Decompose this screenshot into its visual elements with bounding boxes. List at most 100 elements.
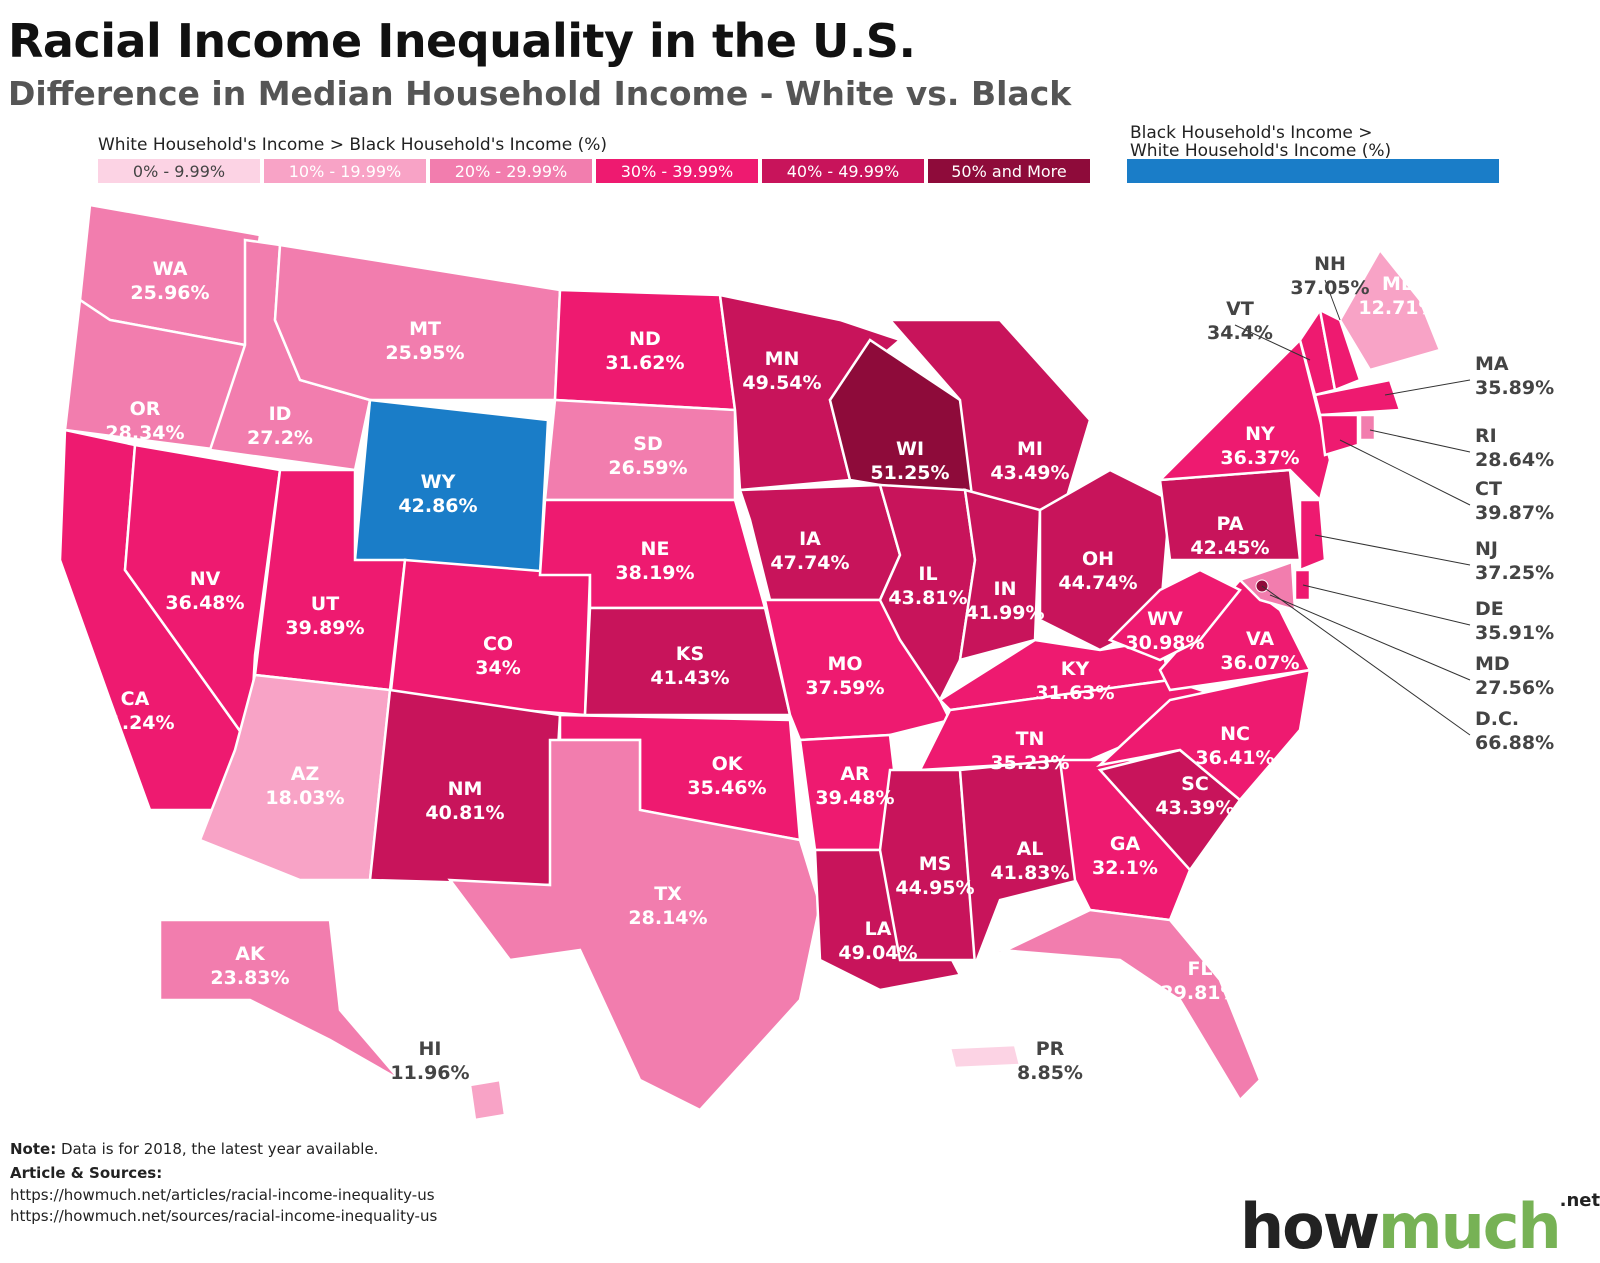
state-code-label: AK <box>235 943 266 965</box>
state-value-label: 44.95% <box>895 877 974 899</box>
page-title: Racial Income Inequality in the U.S. <box>8 14 916 68</box>
legend-black-higher-swatch <box>1127 159 1499 183</box>
state-code-label: HI <box>419 1038 442 1060</box>
state-value-label: 36.07% <box>1220 652 1299 674</box>
state-value-label: 36.48% <box>165 592 244 614</box>
state-code-label: MI <box>1017 438 1043 460</box>
state-code-label: CT <box>1475 478 1502 500</box>
state-value-label: 28.34% <box>105 422 184 444</box>
state-value-label: 35.91% <box>1475 622 1554 644</box>
state-ms <box>878 768 977 962</box>
state-value-label: 49.54% <box>742 372 821 394</box>
state-hi <box>468 1078 507 1122</box>
legend-bin: 40% - 49.99% <box>762 159 924 183</box>
state-me <box>1338 247 1442 372</box>
state-value-label: 38.19% <box>615 562 694 584</box>
state-code-label: WY <box>421 471 456 493</box>
state-value-label: 26.59% <box>608 457 687 479</box>
state-code-label: WI <box>896 438 924 460</box>
state-ct <box>1318 413 1360 457</box>
state-value-label: 41.83% <box>990 862 1069 884</box>
state-code-label: AL <box>1017 838 1044 860</box>
state-value-label: 28.14% <box>628 907 707 929</box>
state-value-label: 25.95% <box>385 342 464 364</box>
state-code-label: D.C. <box>1475 708 1519 730</box>
state-value-label: 25.96% <box>130 282 209 304</box>
state-code-label: TN <box>1016 728 1045 750</box>
state-code-label: SD <box>633 433 662 455</box>
legend-bin: 30% - 39.99% <box>596 159 758 183</box>
state-code-label: IA <box>799 528 821 550</box>
state-value-label: 40.81% <box>425 802 504 824</box>
leader-line <box>1261 585 1471 736</box>
state-value-label: 18.03% <box>265 787 344 809</box>
state-value-label: 36.37% <box>1220 447 1299 469</box>
state-value-label: 41.43% <box>650 667 729 689</box>
state-value-label: 12.71% <box>1358 297 1437 319</box>
state-value-label: 34% <box>475 657 520 679</box>
state-code-label: ND <box>629 328 661 350</box>
state-code-label: WV <box>1147 608 1183 630</box>
state-fl <box>974 908 1262 1103</box>
state-code-label: MO <box>827 653 862 675</box>
state-code-label: TX <box>654 883 682 905</box>
state-code-label: AZ <box>291 763 319 785</box>
state-code-label: VT <box>1226 298 1254 320</box>
state-code-label: PR <box>1036 1038 1065 1060</box>
state-value-label: 31.24% <box>95 712 174 734</box>
leader-line <box>1234 324 1311 361</box>
state-value-label: 27.56% <box>1475 677 1554 699</box>
state-value-label: 11.96% <box>390 1062 469 1084</box>
state-code-label: NE <box>641 538 670 560</box>
state-value-label: 29.81% <box>1160 982 1239 1004</box>
state-value-label: 37.25% <box>1475 562 1554 584</box>
state-value-label: 39.48% <box>815 787 894 809</box>
leader-line <box>1384 379 1471 396</box>
legend-bin: 50% and More <box>928 159 1090 183</box>
state-code-label: KY <box>1061 658 1090 680</box>
state-value-label: 39.87% <box>1475 502 1554 524</box>
state-code-label: NM <box>448 778 483 800</box>
state-nj <box>1298 498 1327 572</box>
legend-white-title: White Household's Income > Black Househo… <box>98 135 608 155</box>
legend-bins: 0% - 9.99% 10% - 19.99% 20% - 29.99% 30% - … <box>98 159 1090 183</box>
note-text: Data is for 2018, the latest year availa… <box>60 1140 379 1158</box>
state-value-label: 31.63% <box>1035 682 1114 704</box>
state-code-label: LA <box>865 918 892 940</box>
state-value-label: 28.64% <box>1475 449 1554 471</box>
state-value-label: 49.04% <box>838 942 917 964</box>
state-value-label: 44.74% <box>1058 572 1137 594</box>
legend-bin: 20% - 29.99% <box>430 159 592 183</box>
legend-bin: 10% - 19.99% <box>264 159 426 183</box>
state-value-label: 51.25% <box>870 462 949 484</box>
leader-line <box>1314 534 1471 566</box>
state-code-label: NJ <box>1475 538 1498 560</box>
state-value-label: 37.59% <box>805 677 884 699</box>
article-link[interactable]: https://howmuch.net/articles/racial-inco… <box>10 1186 435 1204</box>
state-code-label: NH <box>1314 253 1346 275</box>
state-value-label: 36.41% <box>1195 747 1274 769</box>
state-code-label: MN <box>765 348 800 370</box>
state-in <box>958 488 1042 662</box>
state-ak <box>158 918 401 1082</box>
state-code-label: WA <box>153 258 188 280</box>
state-code-label: GA <box>1110 833 1141 855</box>
state-code-label: UT <box>311 593 339 615</box>
state-value-label: 42.45% <box>1190 537 1269 559</box>
state-nc <box>1095 668 1312 802</box>
state-value-label: 35.89% <box>1475 377 1554 399</box>
state-value-label: 43.39% <box>1155 797 1234 819</box>
state-wv <box>1107 568 1242 662</box>
state-code-label: FL <box>1187 958 1212 980</box>
state-value-label: 30.98% <box>1125 632 1204 654</box>
state-al <box>958 758 1082 966</box>
state-ny <box>1156 337 1332 503</box>
state-value-label: 47.74% <box>770 552 849 574</box>
state-value-label: 35.46% <box>687 777 766 799</box>
state-code-label: MT <box>409 318 441 340</box>
leader-line <box>1269 594 1471 681</box>
state-code-label: NY <box>1245 423 1275 445</box>
sources-link[interactable]: https://howmuch.net/sources/racial-incom… <box>10 1207 438 1225</box>
page-subtitle: Difference in Median Household Income - … <box>8 74 1072 113</box>
